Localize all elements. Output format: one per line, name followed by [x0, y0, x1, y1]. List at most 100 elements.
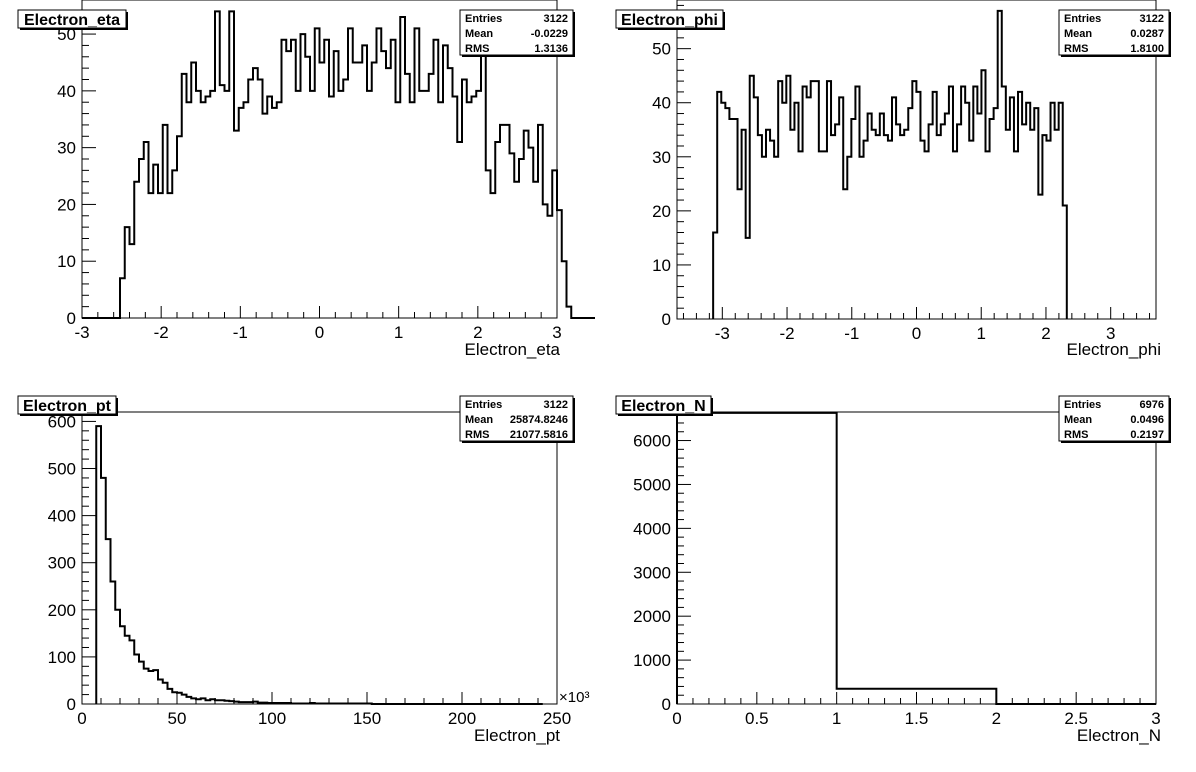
x-tick-label: 2	[473, 323, 482, 342]
histogram-bin	[220, 700, 225, 704]
histogram-bin	[172, 692, 177, 704]
x-tick-label: -2	[154, 323, 169, 342]
histogram-bin	[733, 119, 737, 319]
histogram-bin	[234, 702, 239, 704]
histogram-bin	[766, 130, 770, 319]
histogram-bin	[187, 697, 192, 704]
histogram-bin	[1063, 205, 1067, 319]
stats-value: 6976	[1140, 399, 1164, 411]
histogram-bin	[353, 62, 358, 318]
x-tick-label: 3	[552, 323, 561, 342]
x-tick-label: 3	[1151, 709, 1160, 728]
histogram-bin	[986, 151, 990, 319]
histogram-bin	[941, 124, 945, 319]
y-tick-label: 30	[57, 139, 76, 158]
y-tick-label: 0	[67, 309, 76, 328]
histogram-bin	[120, 626, 125, 704]
histogram-bin	[372, 62, 377, 318]
histogram-bin	[815, 81, 819, 319]
stats-box	[1058, 9, 1170, 56]
histogram-bin	[794, 103, 798, 319]
histogram-bin	[163, 683, 168, 704]
histogram-bin	[220, 85, 225, 318]
histogram-bin	[267, 703, 272, 704]
y-tick-label: 40	[652, 94, 671, 113]
histogram-bin	[358, 62, 363, 318]
histogram-bin	[168, 689, 173, 704]
x-tick-label: 0	[912, 324, 921, 343]
histogram-bin	[462, 80, 467, 319]
histogram-bin	[263, 114, 268, 318]
histogram-bin	[965, 103, 969, 319]
histogram-bin	[343, 80, 348, 319]
histogram-bin	[961, 87, 965, 319]
histogram-bin	[272, 108, 277, 318]
histogram-bin	[277, 703, 282, 704]
stats-value: 0.2197	[1130, 429, 1164, 441]
histogram-bin	[457, 142, 462, 318]
histogram-bin	[248, 702, 253, 704]
histogram-bin	[908, 108, 912, 319]
stats-box	[459, 9, 574, 56]
histogram-bin	[929, 124, 933, 319]
histogram-bin	[859, 157, 863, 319]
histogram-bin	[823, 151, 827, 319]
histogram-bin	[400, 17, 405, 318]
y-tick-label: 0	[662, 310, 671, 329]
x-tick-label: 150	[353, 709, 381, 728]
stats-key: RMS	[1064, 43, 1088, 55]
histogram-bin	[448, 68, 453, 318]
histogram-bin	[191, 62, 196, 318]
x-axis: -3 -2 -1 0 1 2 3	[682, 307, 1151, 343]
histogram-bin	[177, 693, 182, 704]
histogram-bin	[839, 97, 843, 319]
x-axis: 0 0.5 1 1.5 2 2.5 3	[672, 692, 1161, 728]
y-tick-label: 2000	[633, 607, 671, 626]
x-tick-label: 0	[315, 323, 324, 342]
histogram-bin	[562, 261, 567, 318]
histogram-bin	[880, 114, 884, 319]
histogram-bin	[717, 92, 721, 319]
histogram-bin	[244, 102, 249, 318]
histogram-bin	[405, 74, 410, 318]
histogram-bin	[896, 124, 900, 319]
histogram-bin	[770, 141, 774, 319]
x-tick-label: 1	[832, 709, 841, 728]
histogram-title: Electron_pt	[23, 398, 112, 415]
y-tick-label: 20	[57, 195, 76, 214]
histogram-bin	[994, 108, 998, 319]
histogram-bin	[491, 193, 496, 318]
histogram-bin	[510, 153, 515, 318]
histogram-bin	[876, 135, 880, 319]
histogram-bin	[120, 278, 125, 318]
x-tick-label: 50	[168, 709, 187, 728]
y-tick-label: 50	[652, 40, 671, 59]
histogram-bin	[106, 539, 111, 704]
histogram-bin	[500, 125, 505, 318]
histogram-bins	[713, 11, 1067, 319]
histogram-bin	[144, 669, 149, 704]
histogram-bin	[904, 130, 908, 319]
histogram-bin	[868, 114, 872, 319]
x-tick-label: 0	[77, 709, 86, 728]
stats-key: Entries	[1064, 399, 1101, 411]
histogram-bin	[415, 28, 420, 318]
stats-key: RMS	[465, 43, 489, 55]
histogram-bin	[538, 125, 543, 318]
histogram-bin	[305, 57, 310, 318]
histogram-bin	[339, 91, 344, 318]
histogram-bin	[567, 307, 572, 318]
stats-value: 1.8100	[1130, 43, 1164, 55]
histogram-bin	[438, 102, 443, 318]
x-tick-label: 200	[448, 709, 476, 728]
histogram-bin	[443, 45, 448, 318]
histogram-bin	[916, 92, 920, 319]
histogram-bin	[969, 141, 973, 319]
histogram-series	[95, 425, 543, 705]
histogram-bin	[827, 81, 831, 319]
x-tick-label: 0	[672, 709, 681, 728]
histogram-bin	[139, 159, 144, 318]
histogram-bin	[762, 157, 766, 319]
histogram-bin	[115, 610, 120, 704]
